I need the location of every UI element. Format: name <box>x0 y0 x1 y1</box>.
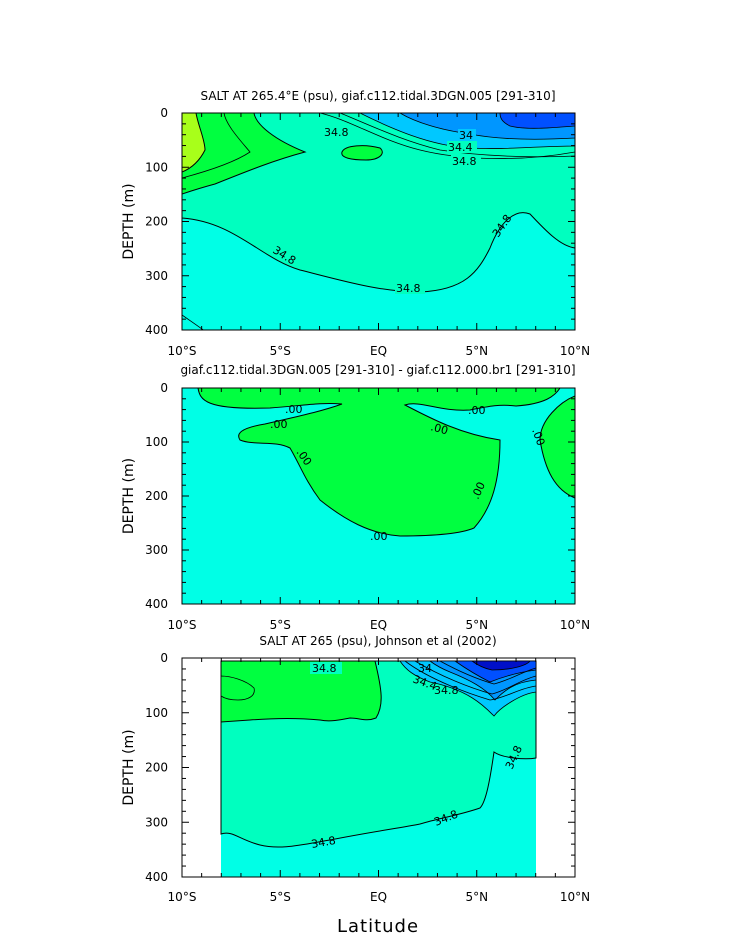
x-tick-label: 5°S <box>270 344 291 358</box>
y-axis-label: DEPTH (m) <box>121 183 137 259</box>
y-tick-label: 100 <box>145 160 168 174</box>
panel-3-field <box>182 658 575 877</box>
x-tick-label: EQ <box>370 344 387 358</box>
x-tick-label: 10°N <box>560 618 590 632</box>
panel-3-contour-c <box>439 660 537 685</box>
x-tick-label: 10°N <box>560 344 590 358</box>
y-tick-label: 400 <box>145 597 168 611</box>
y-tick-label: 200 <box>145 761 168 775</box>
panel-1-label-3: 34.8 <box>452 155 477 168</box>
panel-2-label-7: .00 <box>529 427 547 448</box>
panel-2-label-3: .00 <box>370 530 388 543</box>
panel-3-title: SALT AT 265 (psu), Johnson et al (2002) <box>259 634 496 648</box>
y-axis-label: DEPTH (m) <box>121 458 137 534</box>
y-axis-label: DEPTH (m) <box>121 729 137 805</box>
panel-1-label-2: 34.4 <box>448 141 473 154</box>
y-tick-label: 300 <box>145 543 168 557</box>
panel-1-fill-blue3 <box>499 113 575 129</box>
y-tick-label: 200 <box>145 489 168 503</box>
panel-1-contour-b <box>339 113 575 158</box>
panel-1-label-1: 34 <box>459 129 473 142</box>
y-tick-label: 100 <box>145 435 168 449</box>
panel-3: SALT AT 265 (psu), Johnson et al (2002) … <box>121 634 590 904</box>
panel-3-label-4: 34.8 <box>310 834 336 851</box>
x-tick-label: 10°S <box>168 890 197 904</box>
panel-3-label-3: 34.8 <box>434 684 459 697</box>
x-tick-label: 5°S <box>270 890 291 904</box>
panel-3-fill-green2 <box>220 675 255 701</box>
x-tick-label: 5°S <box>270 618 291 632</box>
y-tick-label: 300 <box>145 815 168 829</box>
panel-2-fill-cyan <box>182 388 575 604</box>
panel-3-label-0: 34.8 <box>312 662 337 675</box>
panel-3-axes: 10°S 5°S EQ 5°N 10°N 0 100 200 300 400 DEPTH (m) <box>121 651 590 904</box>
panel-1-fill-lime <box>182 113 206 173</box>
y-tick-label: 100 <box>145 706 168 720</box>
panel-2-field <box>182 388 575 604</box>
panel-2-label-0: .00 <box>285 403 303 416</box>
y-tick-label: 0 <box>160 106 168 120</box>
y-tick-label: 400 <box>145 323 168 337</box>
y-tick-label: 0 <box>160 381 168 395</box>
panel-1-axes: 10°S 5°S EQ 5°N 10°N 0 100 200 300 400 DEPTH (m) <box>121 106 590 358</box>
panel-1-contour-c <box>182 314 204 330</box>
panel-2-label-1: .00 <box>270 418 288 431</box>
x-tick-label: 10°N <box>560 890 590 904</box>
y-tick-label: 0 <box>160 651 168 665</box>
panel-3-fill-green <box>220 660 382 723</box>
panel-1-fill-green-blob <box>341 145 383 161</box>
panel-1-field <box>182 113 575 330</box>
y-tick-label: 300 <box>145 269 168 283</box>
x-tick-label: EQ <box>370 618 387 632</box>
y-tick-label: 400 <box>145 870 168 884</box>
panel-2-label-5: .00 <box>429 420 449 437</box>
panel-3-contour-b <box>414 660 537 695</box>
panel-2-label-6: .00 <box>468 404 486 417</box>
panel-3-contour-a <box>404 660 537 701</box>
panel-2-contour-labels: .00 .00 .00 .00 .00 .00 .00 .00 <box>270 403 547 543</box>
panel-1-label-5: 34.8 <box>396 282 421 295</box>
panel-2: giaf.c112.tidal.3DGN.005 [291-310] - gia… <box>121 363 590 632</box>
x-tick-label: 5°N <box>465 344 488 358</box>
x-tick-label: 10°S <box>168 618 197 632</box>
x-tick-label: 5°N <box>465 890 488 904</box>
panel-3-label-1: 34 <box>418 662 432 675</box>
x-tick-label: 5°N <box>465 618 488 632</box>
panel-2-title: giaf.c112.tidal.3DGN.005 [291-310] - gia… <box>180 363 575 377</box>
x-axis-label: Latitude <box>337 916 419 937</box>
panel-1: SALT AT 265.4°E (psu), giaf.c112.tidal.3… <box>121 89 590 358</box>
panel-2-axes: 10°S 5°S EQ 5°N 10°N 0 100 200 300 400 DEPTH (m) <box>121 381 590 632</box>
x-tick-label: EQ <box>370 890 387 904</box>
x-tick-label: 10°S <box>168 344 197 358</box>
panel-1-contour-a <box>319 113 575 159</box>
panel-1-title: SALT AT 265.4°E (psu), giaf.c112.tidal.3… <box>201 89 556 103</box>
y-tick-label: 200 <box>145 215 168 229</box>
panel-1-label-0: 34.8 <box>324 126 349 139</box>
